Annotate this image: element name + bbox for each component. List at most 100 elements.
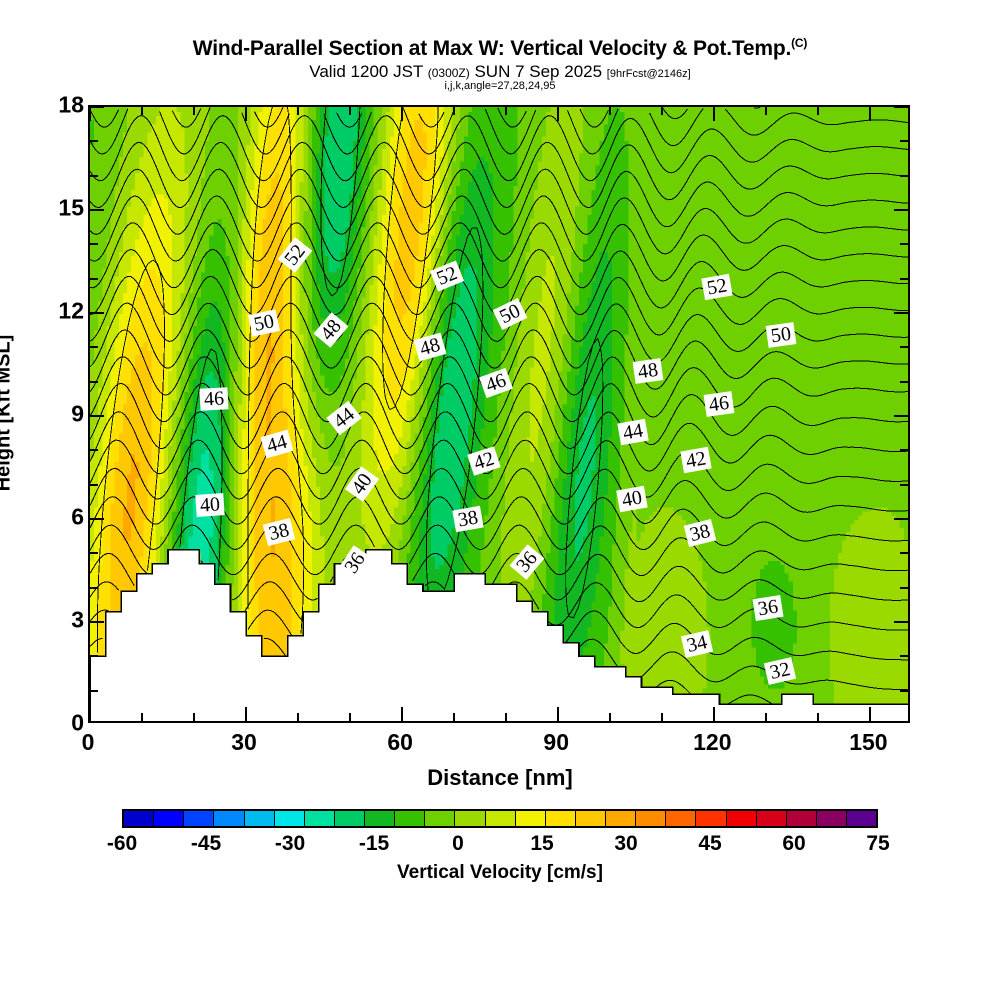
colorbar-tick-label: 15	[530, 832, 554, 855]
x-axis-minor-tick	[609, 107, 612, 115]
y-axis-minor-tick	[90, 552, 98, 555]
x-axis-tick	[557, 107, 560, 121]
colorbar-swatch	[124, 811, 155, 826]
colorbar-swatch	[214, 811, 245, 826]
x-tick-label: 60	[387, 729, 413, 755]
y-axis-minor-tick	[900, 586, 908, 589]
colorbar-swatch	[485, 811, 516, 826]
colorbar-tick-label: 0	[452, 832, 464, 855]
y-axis-minor-tick	[900, 346, 908, 349]
colorbar-swatch	[786, 811, 817, 826]
x-axis-tick	[713, 707, 716, 721]
y-axis-tick	[894, 312, 908, 314]
contour-label: 46	[703, 391, 735, 417]
y-axis-tick	[90, 312, 104, 314]
x-axis-minor-tick	[609, 713, 612, 721]
y-axis-minor-tick	[90, 483, 98, 486]
colorbar-tick-label: -45	[190, 832, 222, 855]
colorbar-tick-label: 30	[614, 832, 638, 855]
colorbar-tick-label: 75	[866, 832, 890, 855]
x-axis-minor-tick	[817, 713, 820, 721]
x-tick-label: 150	[849, 729, 888, 755]
theta-contour	[655, 679, 774, 706]
x-axis-minor-tick	[505, 107, 508, 115]
y-axis-minor-tick	[90, 243, 98, 246]
field-canvas	[90, 107, 908, 721]
colorbar-swatch	[395, 811, 426, 826]
x-axis-minor-tick	[193, 107, 196, 115]
terrain-mask	[90, 549, 908, 721]
y-axis-tick	[894, 518, 908, 520]
x-axis-title: Distance [nm]	[427, 765, 573, 790]
contour-label: 48	[632, 358, 664, 384]
y-axis-tick	[894, 621, 908, 623]
x-axis-minor-tick	[661, 713, 664, 721]
theta-contour	[90, 107, 761, 128]
x-tick-label: 0	[81, 729, 95, 755]
x-axis-minor-tick	[765, 107, 768, 115]
x-axis-minor-tick	[349, 107, 352, 115]
x-axis-tick	[869, 107, 872, 121]
colorbar-swatch	[274, 811, 305, 826]
title-indices: i,j,k,angle=27,28,24,95	[444, 80, 556, 92]
x-axis-tick	[90, 707, 91, 721]
x-tick-label: 120	[693, 729, 732, 755]
y-axis-minor-tick	[90, 689, 98, 692]
colorbar	[122, 809, 878, 828]
x-axis-minor-tick	[661, 107, 664, 115]
colorbar-swatch	[184, 811, 215, 826]
x-axis-minor-tick	[297, 107, 300, 115]
colorbar-swatch	[575, 811, 606, 826]
y-axis-minor-tick	[900, 449, 908, 452]
colorbar-tick-label: -15	[358, 832, 390, 855]
x-axis-tick	[245, 707, 248, 721]
theta-contour	[90, 467, 908, 525]
colorbar-swatch	[636, 811, 667, 826]
y-axis-minor-tick	[90, 346, 98, 349]
x-axis-minor-tick	[453, 713, 456, 721]
theta-contour	[90, 382, 908, 450]
theta-contour	[90, 439, 908, 500]
theta-contour	[90, 637, 908, 691]
x-axis-tick	[401, 107, 404, 121]
theta-contour	[90, 107, 908, 155]
title-main-text: Wind-Parallel Section at Max W: Vertical…	[192, 37, 792, 60]
title-copyright: (C)	[791, 36, 808, 50]
y-axis-minor-tick	[90, 140, 98, 143]
y-axis-tick	[90, 621, 104, 623]
theta-contour	[90, 168, 908, 235]
y-axis-minor-tick	[900, 243, 908, 246]
forecast-hour-text: [9hrFcst@2146z]	[606, 68, 691, 80]
colorbar-swatch	[847, 811, 877, 826]
theta-contour	[90, 275, 908, 343]
x-axis-minor-tick	[349, 713, 352, 721]
theta-contour	[90, 195, 908, 262]
colorbar-swatch	[666, 811, 697, 826]
colorbar-swatch	[696, 811, 727, 826]
colorbar-swatch	[304, 811, 335, 826]
y-axis-minor-tick	[90, 586, 98, 589]
x-axis-tick	[90, 107, 91, 121]
y-tick-label: 6	[71, 503, 84, 530]
y-axis-minor-tick	[900, 277, 908, 280]
colorbar-swatch	[455, 811, 486, 826]
y-axis-minor-tick	[90, 449, 98, 452]
y-axis-tick	[90, 518, 104, 520]
colorbar-swatch	[726, 811, 757, 826]
theta-contour	[90, 411, 908, 475]
contour-label: 40	[195, 493, 225, 517]
colorbar-swatch	[816, 811, 847, 826]
y-axis-minor-tick	[900, 483, 908, 486]
x-axis-minor-tick	[817, 107, 820, 115]
colorbar-swatch	[154, 811, 185, 826]
x-axis-tick	[557, 707, 560, 721]
y-tick-label: 0	[71, 709, 84, 736]
x-axis-minor-tick	[141, 107, 144, 115]
x-axis-minor-tick	[505, 713, 508, 721]
theta-contour	[90, 222, 908, 289]
colorbar-swatch	[756, 811, 787, 826]
y-tick-label: 18	[58, 91, 84, 118]
y-axis-tick	[90, 209, 104, 211]
y-axis-minor-tick	[900, 655, 908, 658]
y-axis-minor-tick	[90, 174, 98, 177]
